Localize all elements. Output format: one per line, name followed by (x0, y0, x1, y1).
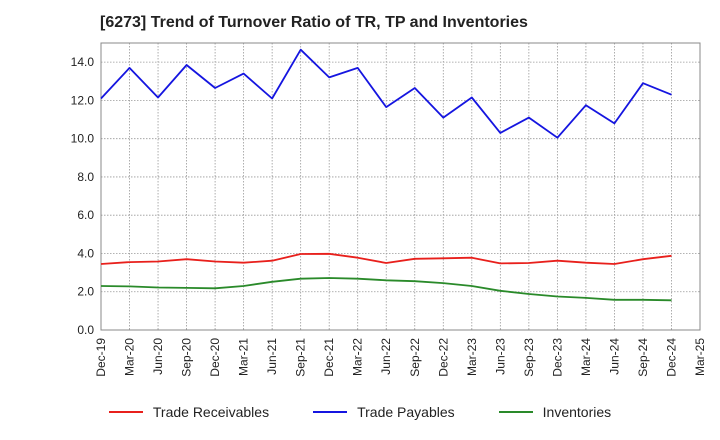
y-tick-label: 2.0 (77, 285, 94, 299)
legend-swatch-inventories (498, 411, 533, 413)
y-tick-label: 8.0 (77, 170, 94, 184)
x-tick-label: Dec-23 (550, 338, 564, 377)
x-tick-label: Dec-20 (208, 338, 222, 377)
x-tick-label: Jun-23 (493, 338, 507, 375)
x-tick-label: Sep-23 (522, 338, 536, 377)
y-tick-label: 10.0 (71, 132, 95, 146)
legend-swatch-trade-receivables (108, 411, 143, 413)
x-tick-label: Mar-21 (237, 338, 251, 376)
x-tick-label: Sep-22 (408, 338, 422, 377)
x-tick-label: Mar-24 (579, 338, 593, 376)
legend-item-trade-payables: Trade Payables (313, 404, 455, 420)
x-tick-label: Mar-23 (465, 338, 479, 376)
grid (100, 43, 701, 331)
legend: Trade Receivables Trade Payables Invento… (0, 404, 720, 420)
x-tick-label: Dec-22 (436, 338, 450, 377)
x-tick-label: Jun-24 (607, 338, 621, 375)
plot-frame (100, 42, 701, 331)
x-tick-label: Jun-22 (379, 338, 393, 375)
x-tick-label: Dec-24 (664, 338, 678, 377)
x-tick-label: Mar-22 (351, 338, 365, 376)
x-tick-label: Jun-21 (265, 338, 279, 375)
legend-swatch-trade-payables (313, 411, 348, 413)
x-tick-label: Dec-19 (94, 338, 108, 377)
y-tick-label: 12.0 (71, 93, 95, 107)
axes: 0.0 2.0 4.0 6.0 8.0 10.0 12.0 14.0 Dec-19 Mar-20 J… (71, 42, 707, 377)
series-lines (100, 48, 672, 302)
x-tick-label: Sep-21 (294, 338, 308, 377)
x-tick-label: Dec-21 (322, 338, 336, 377)
legend-item-trade-receivables: Trade Receivables (108, 404, 270, 420)
legend-label-trade-receivables: Trade Receivables (152, 404, 270, 420)
x-tick-label: Sep-20 (180, 338, 194, 377)
y-tick-label: 4.0 (77, 246, 94, 260)
series-line-trade-receivables (100, 252, 672, 265)
x-tick-label: Jun-20 (151, 338, 165, 375)
series-line-trade-payables (100, 48, 672, 139)
legend-label-trade-payables: Trade Payables (357, 404, 455, 420)
series-line-inventories (100, 277, 672, 302)
x-tick-label: Mar-25 (693, 338, 707, 376)
y-tick-label: 6.0 (77, 208, 94, 222)
legend-item-inventories: Inventories (498, 404, 612, 420)
chart-title: [6273] Trend of Turnover Ratio of TR, TP… (100, 14, 528, 31)
x-tick-label: Sep-24 (636, 338, 650, 377)
y-tick-label: 14.0 (71, 55, 95, 69)
legend-label-inventories: Inventories (542, 404, 612, 420)
y-tick-label: 0.0 (77, 323, 94, 337)
x-tick-label: Mar-20 (123, 338, 137, 376)
